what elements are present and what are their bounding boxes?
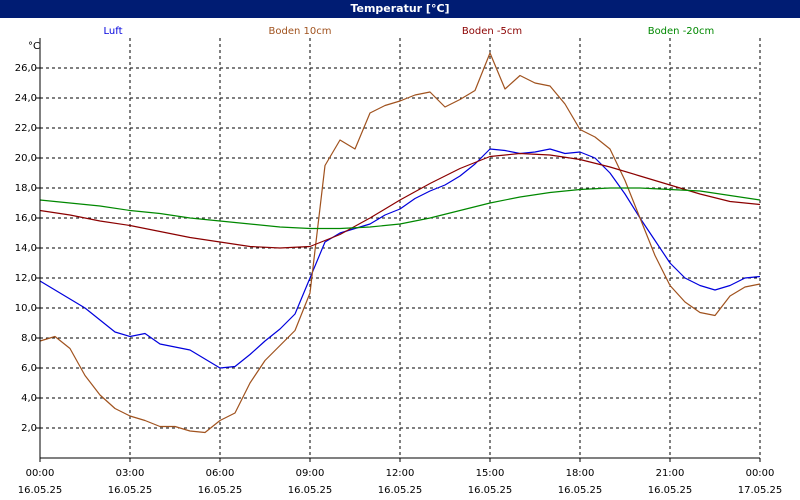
y-tick-labels: 2,0 4,0 6,0 8,0 10,0 12,0 14,0 16,0 18,0 20,0 22,0… — [15, 63, 37, 434]
x-tick-time-label: 03:00 — [116, 468, 145, 479]
x-tick-time-label: 00:00 — [746, 468, 775, 479]
y-tick-label: 16,0 — [15, 213, 37, 224]
y-tick-label: 20,0 — [15, 153, 37, 164]
x-tick-date-label: 16.05.25 — [288, 485, 333, 496]
x-tick-date-label: 16.05.25 — [468, 485, 513, 496]
chart-title: Temperatur [°C] — [0, 0, 800, 18]
y-tick-label: 2,0 — [21, 423, 37, 434]
x-tick-time-label: 21:00 — [656, 468, 685, 479]
grid-lines — [36, 38, 761, 462]
series-lines — [39, 52, 761, 434]
series-line-2 — [39, 152, 761, 249]
y-tick-label: 8,0 — [21, 333, 37, 344]
x-tick-date-label: 16.05.25 — [558, 485, 603, 496]
y-tick-label: 6,0 — [21, 363, 37, 374]
y-axis-unit-label: °C — [28, 41, 40, 52]
legend-item-0: Luft — [104, 26, 123, 37]
x-tick-labels: 00:00 16.05.25 03:00 16.05.25 06:00 16.05.25 0… — [18, 468, 783, 496]
legend-item-1: Boden 10cm — [269, 26, 332, 37]
x-tick-time-label: 09:00 — [296, 468, 325, 479]
x-tick-time-label: 06:00 — [206, 468, 235, 479]
legend-item-3: Boden -20cm — [648, 26, 715, 37]
y-tick-label: 24,0 — [15, 93, 37, 104]
x-tick-date-label: 17.05.25 — [738, 485, 783, 496]
series-line-1 — [39, 52, 761, 434]
temperature-chart: °C 2,04,06,08,010,012,014,016,018,020,02… — [0, 18, 800, 500]
x-tick-time-label: 18:00 — [566, 468, 595, 479]
y-tick-label: 22,0 — [15, 123, 37, 134]
series-line-3 — [39, 187, 761, 230]
y-tick-label: 14,0 — [15, 243, 37, 254]
x-tick-date-label: 16.05.25 — [108, 485, 153, 496]
legend: Luft Boden 10cm Boden -5cm Boden -20cm — [104, 26, 715, 37]
legend-item-2: Boden -5cm — [462, 26, 522, 37]
y-tick-label: 4,0 — [21, 393, 37, 404]
x-tick-date-label: 16.05.25 — [198, 485, 243, 496]
y-tick-label: 12,0 — [15, 273, 37, 284]
y-tick-label: 10,0 — [15, 303, 37, 314]
y-tick-label: 18,0 — [15, 183, 37, 194]
x-tick-time-label: 12:00 — [386, 468, 415, 479]
x-tick-time-label: 00:00 — [26, 468, 55, 479]
y-tick-label: 26,0 — [15, 63, 37, 74]
x-tick-time-label: 15:00 — [476, 468, 505, 479]
x-tick-date-label: 16.05.25 — [648, 485, 693, 496]
x-tick-date-label: 16.05.25 — [378, 485, 423, 496]
x-tick-date-label: 16.05.25 — [18, 485, 63, 496]
